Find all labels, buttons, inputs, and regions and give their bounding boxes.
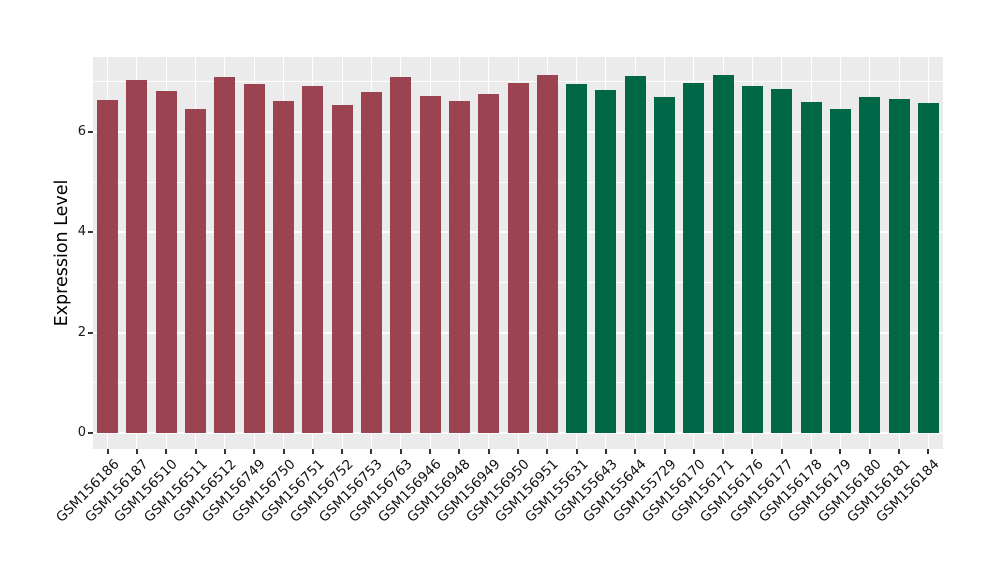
x-tick-mark <box>487 449 490 454</box>
x-tick-mark <box>458 449 461 454</box>
y-tick-label: 6 <box>77 123 86 139</box>
bar-GSM156951 <box>536 75 558 433</box>
bar-GSM156750 <box>273 101 295 433</box>
x-tick-mark <box>282 449 285 454</box>
x-tick-mark <box>663 449 666 454</box>
bar-GSM156946 <box>419 95 441 433</box>
bar-GSM156186 <box>97 100 119 433</box>
plot-panel <box>93 57 943 449</box>
x-tick-mark <box>868 449 871 454</box>
bar-GSM156179 <box>829 108 851 433</box>
bar-GSM156181 <box>888 99 910 433</box>
y-tick-mark <box>88 231 93 234</box>
bar-GSM156948 <box>448 100 470 433</box>
x-tick-mark <box>780 449 783 454</box>
x-tick-mark <box>253 449 256 454</box>
x-tick-mark <box>898 449 901 454</box>
bar-GSM156752 <box>331 105 353 433</box>
bar-GSM156171 <box>712 74 734 433</box>
y-tick-label: 0 <box>77 425 86 440</box>
bar-GSM156180 <box>859 97 881 433</box>
x-tick-mark <box>546 449 549 454</box>
x-tick-mark <box>341 449 344 454</box>
x-tick-mark <box>429 449 432 454</box>
bar-GSM156170 <box>683 82 705 433</box>
x-tick-mark <box>370 449 373 454</box>
x-tick-mark <box>194 449 197 454</box>
x-tick-mark <box>311 449 314 454</box>
y-axis-title: Expression Level <box>52 179 72 327</box>
bar-GSM156763 <box>390 76 412 433</box>
x-tick-mark <box>223 449 226 454</box>
bar-GSM155644 <box>624 75 646 433</box>
x-tick-mark <box>399 449 402 454</box>
y-tick-mark <box>88 432 93 434</box>
bar-GSM155729 <box>654 97 676 433</box>
bar-GSM156512 <box>214 76 236 433</box>
bar-GSM155631 <box>566 84 588 433</box>
x-tick-mark <box>604 449 607 454</box>
bar-GSM156749 <box>243 84 265 433</box>
y-tick-label: 2 <box>77 324 86 340</box>
bar-GSM156511 <box>185 109 207 433</box>
x-tick-mark <box>575 449 578 454</box>
bar-GSM156949 <box>478 94 500 433</box>
x-tick-mark <box>751 449 754 454</box>
bar-GSM156751 <box>302 85 324 433</box>
bar-GSM156176 <box>741 86 763 433</box>
bar-GSM156177 <box>771 89 793 433</box>
x-tick-mark <box>517 449 519 454</box>
bar-GSM156178 <box>800 102 822 433</box>
x-tick-mark <box>692 449 695 454</box>
x-tick-mark <box>634 449 637 454</box>
bar-GSM155643 <box>595 90 617 433</box>
x-tick-mark <box>839 449 842 454</box>
x-tick-mark <box>810 449 813 454</box>
x-tick-mark <box>106 449 109 454</box>
bar-GSM156510 <box>155 90 177 433</box>
bar-GSM156950 <box>507 83 529 433</box>
x-tick-mark <box>165 449 168 454</box>
x-tick-mark <box>722 449 725 454</box>
y-tick-mark <box>88 130 93 133</box>
bar-GSM156184 <box>917 102 939 433</box>
x-tick-mark <box>927 449 930 454</box>
x-tick-mark <box>135 449 138 454</box>
bar-GSM156187 <box>126 80 148 433</box>
bar-GSM156753 <box>360 92 382 433</box>
y-tick-mark <box>88 331 93 334</box>
y-tick-label: 4 <box>77 224 86 240</box>
